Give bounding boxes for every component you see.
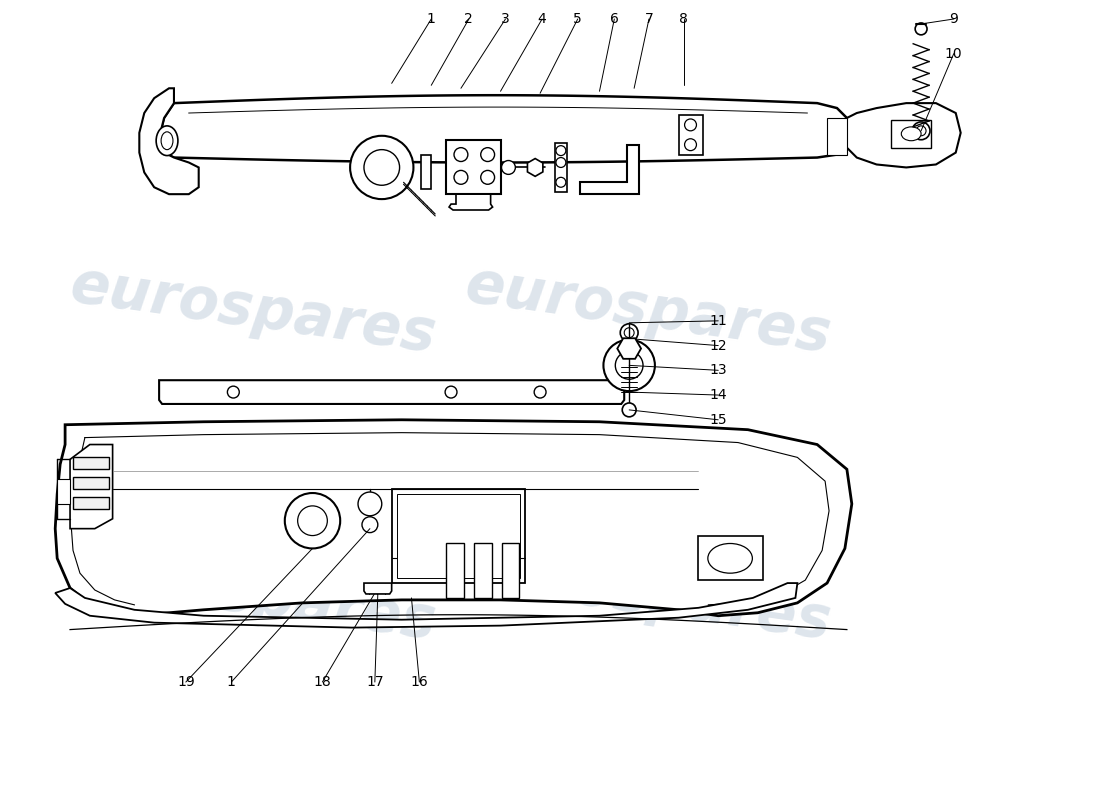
Polygon shape: [70, 445, 112, 529]
Circle shape: [556, 158, 565, 167]
Text: 19: 19: [177, 675, 195, 689]
Bar: [73, 458, 109, 470]
Polygon shape: [449, 194, 493, 210]
Bar: [502, 543, 519, 598]
Bar: [392, 489, 526, 583]
Circle shape: [298, 506, 328, 535]
Text: 6: 6: [609, 12, 619, 26]
Circle shape: [446, 386, 456, 398]
Circle shape: [358, 492, 382, 516]
Text: 14: 14: [710, 388, 727, 402]
Polygon shape: [527, 158, 543, 176]
Polygon shape: [160, 380, 624, 404]
Bar: [891, 120, 931, 148]
Bar: [397, 494, 520, 578]
Circle shape: [454, 148, 467, 162]
Circle shape: [350, 136, 414, 199]
Circle shape: [481, 148, 495, 162]
Bar: [827, 118, 847, 154]
Text: 5: 5: [573, 12, 582, 26]
Text: 3: 3: [502, 12, 509, 26]
Ellipse shape: [901, 127, 921, 141]
Text: 8: 8: [679, 12, 688, 26]
Circle shape: [623, 403, 636, 417]
Bar: [421, 154, 431, 190]
Bar: [554, 142, 566, 192]
Text: 7: 7: [645, 12, 653, 26]
Text: 10: 10: [945, 46, 962, 61]
Ellipse shape: [156, 126, 178, 155]
Bar: [447, 140, 500, 194]
Circle shape: [481, 170, 495, 184]
Bar: [698, 535, 762, 580]
Circle shape: [615, 351, 644, 379]
Circle shape: [285, 493, 340, 549]
Text: 16: 16: [410, 675, 428, 689]
Circle shape: [912, 122, 930, 140]
Bar: [57, 479, 70, 504]
Circle shape: [624, 328, 634, 338]
Circle shape: [556, 178, 565, 187]
Text: eurospares: eurospares: [462, 257, 836, 365]
Text: 9: 9: [949, 12, 958, 26]
Polygon shape: [364, 583, 392, 594]
Text: 2: 2: [464, 12, 473, 26]
Circle shape: [915, 23, 927, 35]
Text: 12: 12: [710, 338, 727, 353]
Ellipse shape: [707, 543, 752, 573]
Polygon shape: [55, 420, 851, 616]
Polygon shape: [617, 338, 641, 359]
Text: eurospares: eurospares: [66, 257, 440, 365]
Circle shape: [604, 340, 654, 391]
Text: 1: 1: [427, 12, 436, 26]
Bar: [474, 543, 492, 598]
Circle shape: [364, 150, 399, 186]
Bar: [447, 543, 464, 598]
Polygon shape: [847, 103, 960, 167]
Bar: [73, 497, 109, 509]
Text: 18: 18: [314, 675, 331, 689]
Text: 13: 13: [710, 363, 727, 378]
Circle shape: [535, 386, 546, 398]
Text: eurospares: eurospares: [66, 544, 440, 652]
Circle shape: [454, 170, 467, 184]
Text: 1: 1: [227, 675, 235, 689]
Text: eurospares: eurospares: [462, 544, 836, 652]
Text: 4: 4: [538, 12, 547, 26]
Circle shape: [362, 517, 377, 533]
Circle shape: [916, 126, 926, 136]
Circle shape: [502, 161, 516, 174]
Circle shape: [684, 138, 696, 150]
Ellipse shape: [161, 132, 173, 150]
Bar: [679, 115, 703, 154]
Bar: [73, 477, 109, 489]
Polygon shape: [580, 145, 639, 194]
Text: 11: 11: [710, 314, 727, 328]
Circle shape: [228, 386, 240, 398]
Circle shape: [684, 119, 696, 131]
Circle shape: [620, 324, 638, 342]
Circle shape: [556, 146, 565, 155]
Text: 17: 17: [366, 675, 384, 689]
Text: 15: 15: [710, 413, 727, 426]
Polygon shape: [140, 88, 199, 194]
Polygon shape: [55, 583, 797, 628]
Polygon shape: [160, 95, 847, 162]
